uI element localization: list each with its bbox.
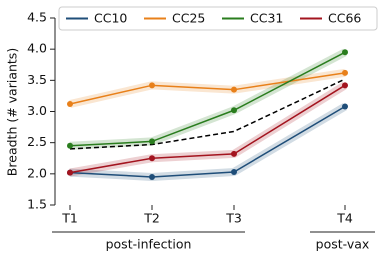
point [342, 82, 348, 89]
legend-label: CC10 [94, 11, 127, 26]
y-tick-label: 1.5 [27, 197, 47, 212]
legend-label: CC25 [172, 11, 205, 26]
x-tick-label: T4 [336, 211, 353, 226]
series-line [69, 51, 346, 147]
point [342, 49, 348, 56]
legend-box [58, 6, 378, 31]
point [67, 169, 73, 176]
y-tick-label: 3.5 [27, 72, 47, 87]
group-label: post-vax [316, 237, 370, 252]
y-tick-label: 4.5 [27, 10, 47, 25]
point [231, 86, 237, 93]
x-tick-label: T2 [143, 211, 160, 226]
series-line [69, 84, 346, 174]
group-label: post-infection [106, 237, 192, 252]
y-tick-label: 2.5 [27, 134, 47, 149]
mean-line [69, 78, 346, 150]
point [67, 142, 73, 149]
point [231, 107, 237, 114]
point [149, 155, 155, 162]
point [342, 69, 348, 76]
point [67, 101, 73, 108]
y-tick-label: 3.0 [27, 103, 47, 118]
y-tick-label: 4.0 [27, 41, 47, 56]
point [231, 168, 237, 175]
point [342, 103, 348, 110]
point [149, 173, 155, 180]
point [231, 150, 237, 157]
series-line [69, 105, 346, 178]
y-axis-label: Breadth (# variants) [5, 48, 20, 176]
x-tick-label: T3 [225, 211, 242, 226]
y-tick-label: 2.0 [27, 165, 47, 180]
point [149, 82, 155, 89]
legend-label: CC31 [250, 11, 283, 26]
x-tick-label: T1 [61, 211, 78, 226]
legend-label: CC66 [328, 11, 361, 26]
point [149, 138, 155, 145]
